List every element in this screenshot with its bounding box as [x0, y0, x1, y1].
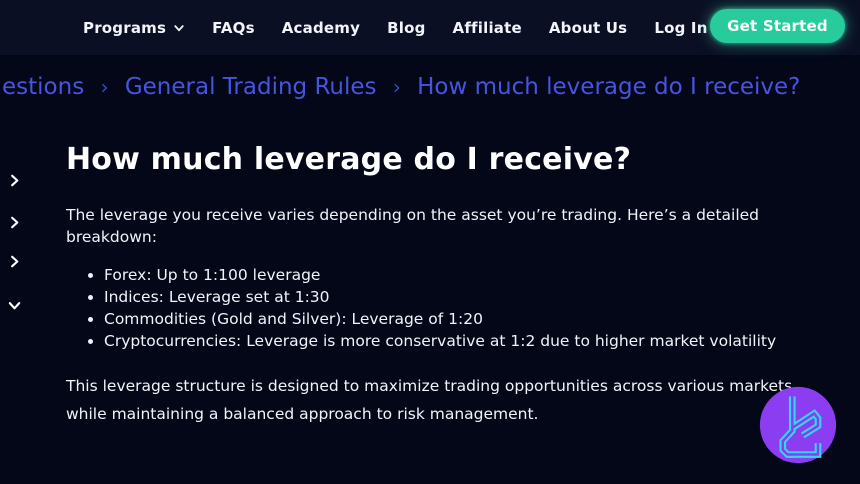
- nav-item-blog[interactable]: Blog: [387, 19, 425, 37]
- nav-item-about-us[interactable]: About Us: [549, 19, 627, 37]
- intro-paragraph: The leverage you receive varies dependin…: [66, 206, 760, 246]
- chevron-right-icon: [7, 215, 23, 230]
- faq-toggle-collapsed[interactable]: [5, 170, 25, 190]
- nav-item-affiliate[interactable]: Affiliate: [453, 19, 522, 37]
- leverage-list: Forex: Up to 1:100 leverage Indices: Lev…: [66, 264, 806, 352]
- list-item: Commodities (Gold and Silver): Leverage …: [104, 308, 806, 330]
- faq-article: How much leverage do I receive? The leve…: [66, 142, 806, 428]
- nav-item-label: Academy: [281, 18, 361, 37]
- list-item: Cryptocurrencies: Leverage is more conse…: [104, 330, 806, 352]
- breadcrumb-current-page: How much leverage do I receive?: [417, 74, 801, 100]
- brand-monogram-icon: [758, 385, 838, 465]
- top-nav: Programs FAQs Academy Blog Affiliate Abo…: [0, 0, 860, 55]
- faq-toggle-collapsed[interactable]: [5, 212, 25, 232]
- faq-toggle-expanded[interactable]: [5, 295, 25, 315]
- chevron-down-icon: [7, 298, 23, 313]
- nav-item-faqs[interactable]: FAQs: [212, 19, 255, 37]
- breadcrumb-link-general-trading-rules[interactable]: General Trading Rules: [124, 74, 377, 100]
- nav-item-label: Blog: [387, 18, 426, 37]
- list-item: Forex: Up to 1:100 leverage: [104, 264, 806, 286]
- breadcrumb: estions › General Trading Rules › How mu…: [2, 74, 800, 100]
- breadcrumb-separator: ›: [100, 75, 109, 99]
- nav-item-label: FAQs: [212, 18, 255, 37]
- list-item: Indices: Leverage set at 1:30: [104, 286, 806, 308]
- chevron-down-icon: [173, 22, 185, 34]
- get-started-button[interactable]: Get Started: [710, 9, 845, 43]
- nav-item-label: Log In: [654, 18, 708, 37]
- chevron-right-icon: [7, 254, 23, 269]
- brand-widget-button[interactable]: [758, 385, 838, 465]
- chevron-right-icon: [7, 173, 23, 188]
- nav-item-label: About Us: [548, 18, 628, 37]
- nav-item-programs[interactable]: Programs: [83, 19, 185, 37]
- breadcrumb-link-questions[interactable]: estions: [2, 74, 85, 100]
- nav-item-academy[interactable]: Academy: [282, 19, 360, 37]
- breadcrumb-separator: ›: [392, 75, 401, 99]
- nav-item-label: Affiliate: [452, 18, 522, 37]
- page-title: How much leverage do I receive?: [66, 142, 632, 177]
- nav-item-label: Programs: [83, 18, 167, 37]
- faq-toggle-collapsed[interactable]: [5, 251, 25, 271]
- outro-paragraph: This leverage structure is designed to m…: [66, 377, 793, 423]
